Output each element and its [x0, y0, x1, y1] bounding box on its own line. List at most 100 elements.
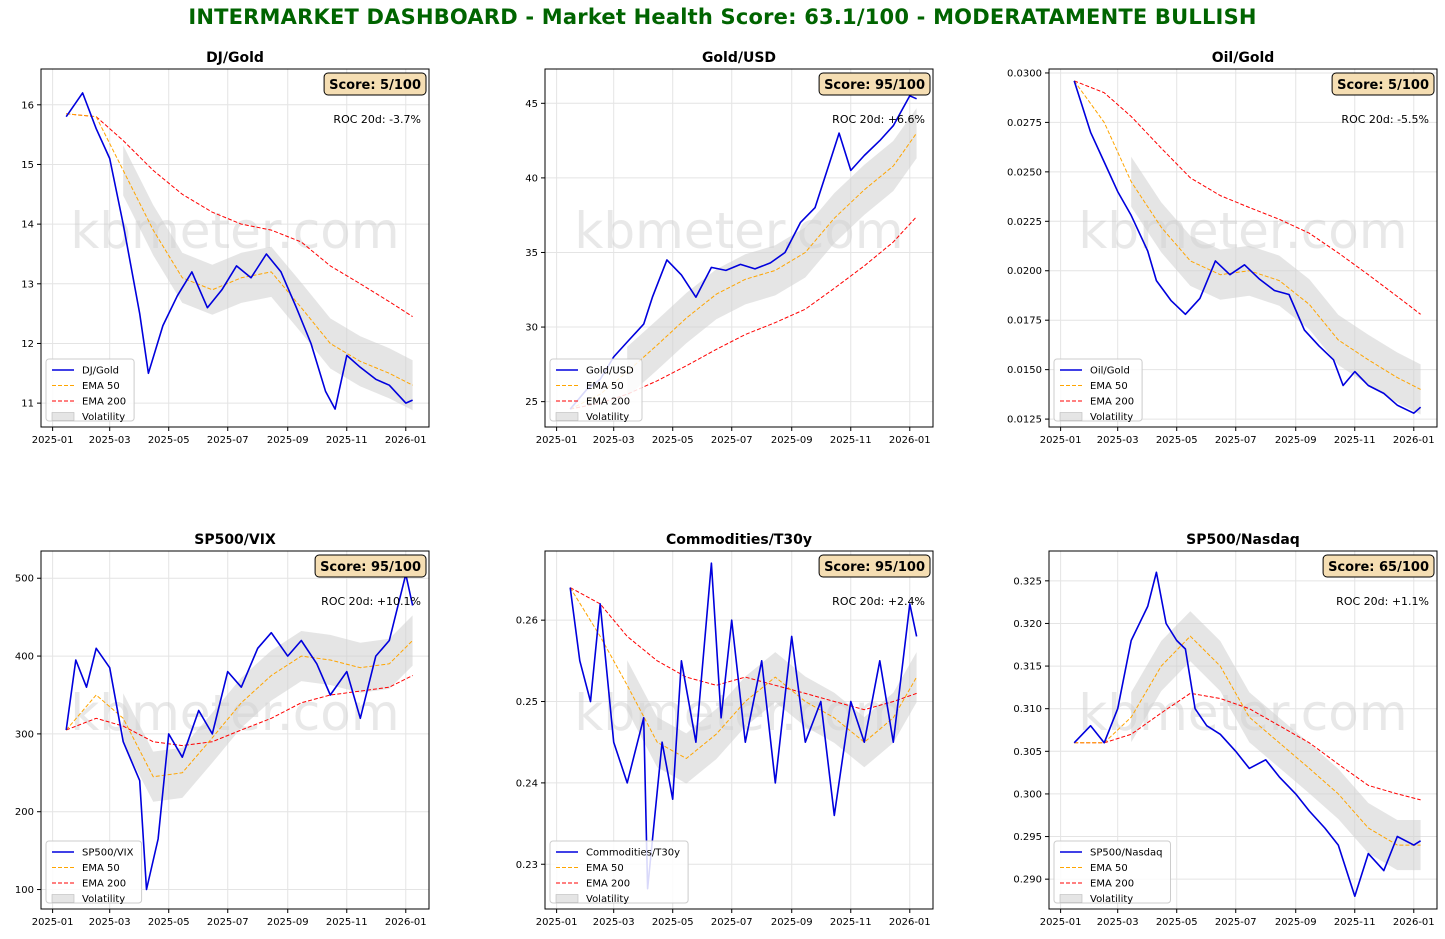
legend-label: EMA 200: [586, 879, 630, 890]
dashboard-title: INTERMARKET DASHBOARD - Market Health Sc…: [188, 5, 1257, 29]
x-tick-label: 2025-05: [1156, 435, 1198, 446]
price-line: [65, 573, 414, 891]
chart-title: Oil/Gold: [1212, 50, 1275, 66]
x-tick-label: 2025-03: [89, 435, 131, 446]
ema50-line: [1073, 80, 1421, 390]
y-tick-label: 25: [525, 397, 538, 408]
x-tick-label: 2025-01: [1040, 917, 1082, 928]
x-tick-label: 2025-07: [207, 917, 249, 928]
plot-frame: [1048, 550, 1438, 910]
legend-label: EMA 200: [82, 397, 126, 408]
x-tick-label: 2025-07: [711, 435, 753, 446]
chart-panel: Commodities/T30y 0.23 0.24 0.25 0.26 2025-01 2…: [516, 532, 934, 928]
legend-swatch-volatility: [51, 894, 75, 903]
y-tick-label: 11: [21, 399, 34, 410]
legend-label: Volatility: [586, 894, 629, 905]
price-line: [569, 562, 918, 890]
y-tick-label: 30: [525, 323, 538, 334]
x-tick-label: 2026-01: [1393, 917, 1435, 928]
legend-label: Volatility: [586, 412, 629, 423]
x-tick-label: 2026-01: [385, 435, 427, 446]
y-tick-label: 0.26: [516, 616, 538, 627]
x-tick-label: 2026-01: [385, 917, 427, 928]
score-box: [1331, 72, 1435, 96]
legend-label: EMA 50: [586, 381, 624, 392]
x-tick-label: 2026-01: [889, 917, 931, 928]
x-tick-label: 2025-01: [536, 435, 578, 446]
x-tick-label: 2025-09: [267, 435, 309, 446]
score-box: [323, 72, 427, 96]
x-tick-label: 2025-09: [1275, 917, 1317, 928]
y-tick-label: 0.0200: [1007, 266, 1042, 277]
legend-label: Commodities/T30y: [586, 848, 680, 859]
legend-box: [45, 840, 143, 904]
score-text: Score: 5/100: [1337, 78, 1429, 93]
x-tick-label: 2025-07: [1215, 917, 1257, 928]
x-tick-label: 2025-03: [89, 917, 131, 928]
score-box: [314, 554, 427, 578]
legend-label: EMA 200: [1090, 397, 1134, 408]
y-tick-label: 0.23: [516, 860, 538, 871]
legend-label: EMA 50: [82, 863, 120, 874]
plot-frame: [544, 68, 934, 428]
score-box: [818, 554, 931, 578]
legend-label: Volatility: [1090, 894, 1133, 905]
x-tick-label: 2025-01: [32, 435, 74, 446]
legend-label: Oil/Gold: [1090, 366, 1130, 377]
legend-swatch-volatility: [1059, 894, 1083, 903]
ema200-line: [1074, 692, 1421, 801]
legend-box: [549, 840, 689, 904]
x-tick-label: 2025-11: [830, 435, 872, 446]
volatility-band: [1131, 611, 1421, 871]
legend-box: [1053, 840, 1171, 904]
y-tick-label: 400: [15, 652, 34, 663]
roc-text: ROC 20d: +6.6%: [832, 113, 925, 126]
x-tick-label: 2025-05: [652, 917, 694, 928]
x-tick-label: 2025-01: [536, 917, 578, 928]
score-text: Score: 65/100: [1328, 560, 1429, 575]
plot-area: [65, 92, 413, 411]
y-tick-label: 0.0250: [1007, 167, 1042, 178]
x-tick-label: 2025-03: [1097, 435, 1139, 446]
y-tick-label: 0.0275: [1007, 118, 1042, 129]
x-tick-label: 2025-01: [32, 917, 74, 928]
y-tick-label: 0.0125: [1007, 415, 1042, 426]
roc-text: ROC 20d: +10.1%: [321, 595, 421, 608]
y-tick-label: 14: [21, 220, 34, 231]
legend-swatch-volatility: [51, 412, 75, 421]
score-text: Score: 5/100: [329, 78, 421, 93]
y-tick-label: 300: [15, 729, 34, 740]
y-tick-label: 100: [15, 885, 34, 896]
roc-text: ROC 20d: +1.1%: [1336, 595, 1429, 608]
y-tick-label: 0.315: [1013, 662, 1042, 673]
plot-area: [1073, 571, 1422, 898]
price-line: [1073, 571, 1422, 898]
legend-swatch-volatility: [1059, 412, 1083, 421]
legend-label: SP500/Nasdaq: [1090, 848, 1162, 859]
chart-title: DJ/Gold: [206, 50, 264, 66]
legend-label: EMA 50: [82, 381, 120, 392]
ema200-line: [1074, 80, 1421, 315]
roc-text: ROC 20d: +2.4%: [832, 595, 925, 608]
legend-label: Gold/USD: [586, 366, 634, 377]
score-text: Score: 95/100: [824, 78, 925, 93]
legend-label: Volatility: [1090, 412, 1133, 423]
ema200-line: [569, 587, 917, 711]
score-text: Score: 95/100: [320, 560, 421, 575]
legend-label: EMA 50: [586, 863, 624, 874]
score-text: Score: 95/100: [824, 560, 925, 575]
x-tick-label: 2025-09: [771, 435, 813, 446]
legend-label: Volatility: [82, 412, 125, 423]
y-tick-label: 0.290: [1013, 875, 1042, 886]
legend-label: EMA 200: [586, 397, 630, 408]
x-tick-label: 2025-07: [207, 435, 249, 446]
y-tick-label: 200: [15, 807, 34, 818]
x-tick-label: 2025-11: [1334, 917, 1376, 928]
y-tick-label: 15: [21, 160, 34, 171]
y-tick-label: 40: [525, 173, 538, 184]
y-tick-label: 0.300: [1013, 789, 1042, 800]
legend-label: DJ/Gold: [82, 366, 119, 377]
plot-area: [65, 573, 414, 891]
x-tick-label: 2025-05: [652, 435, 694, 446]
